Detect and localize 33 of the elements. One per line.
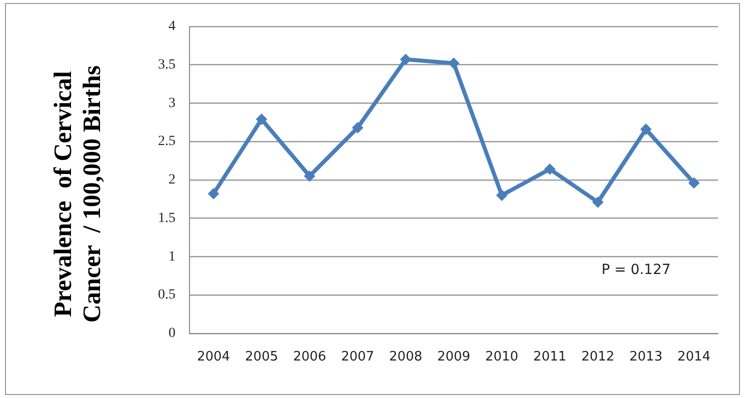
x-tick-label: 2006 bbox=[293, 350, 326, 365]
x-tick-label: 2013 bbox=[629, 350, 662, 365]
y-tick-label: 1.5 bbox=[158, 210, 176, 226]
x-tick-label: 2007 bbox=[341, 350, 374, 365]
x-tick-label: 2014 bbox=[677, 350, 711, 365]
x-tick-label: 2009 bbox=[437, 350, 470, 365]
y-tick-label: 2.5 bbox=[158, 134, 176, 150]
annotation: P = 0.127 bbox=[602, 262, 671, 278]
y-axis-title: Prevalence of Cervical Cancer / 100,000 Births bbox=[49, 64, 107, 325]
point bbox=[352, 122, 364, 134]
point bbox=[448, 58, 460, 69]
y-tick-label: 0.5 bbox=[158, 288, 176, 303]
point bbox=[400, 54, 412, 65]
x-tick-label: 2011 bbox=[533, 350, 566, 365]
point bbox=[208, 188, 220, 200]
x-tick-label: 2005 bbox=[245, 350, 278, 365]
point bbox=[256, 114, 268, 125]
x-tick-label: 2010 bbox=[485, 350, 518, 365]
y-tick-label: 3 bbox=[168, 96, 176, 111]
point bbox=[496, 190, 508, 201]
y-tick-label: 3.5 bbox=[158, 57, 176, 72]
y-tick-label: 2 bbox=[168, 172, 176, 188]
point bbox=[688, 177, 700, 188]
y-tick-label: 0 bbox=[168, 326, 176, 342]
point bbox=[592, 196, 604, 208]
x-tick-label: 2012 bbox=[581, 350, 614, 365]
point bbox=[640, 124, 652, 135]
x-tick-label: 2004 bbox=[196, 350, 230, 365]
x-tick-label: 2008 bbox=[389, 350, 422, 365]
point bbox=[544, 164, 556, 175]
y-tick-label: 1 bbox=[168, 249, 176, 264]
y-tick-label: 4 bbox=[168, 19, 176, 34]
point bbox=[304, 170, 316, 182]
